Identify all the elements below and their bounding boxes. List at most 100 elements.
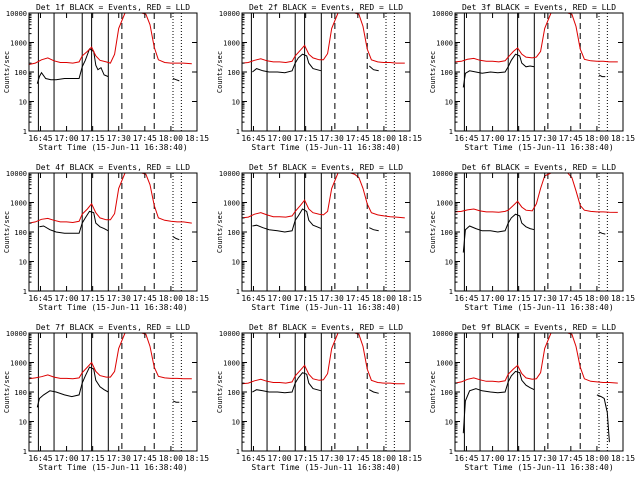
x-tick-label: 16:45 xyxy=(241,134,265,143)
y-tick-label: 1 xyxy=(449,128,453,136)
y-tick-label: 1 xyxy=(23,128,27,136)
events-series-line xyxy=(172,78,180,82)
x-tick-label: 17:00 xyxy=(268,454,292,463)
x-tick-label: 16:45 xyxy=(28,134,52,143)
y-tick-label: 10000 xyxy=(432,330,453,338)
events-series-line xyxy=(252,53,322,74)
y-tick-label: 1 xyxy=(449,288,453,296)
x-tick-label: 17:00 xyxy=(268,134,292,143)
lld-series-line xyxy=(455,333,618,384)
x-axis-label: Start Time (15-Jun-11 16:38:40) xyxy=(464,463,613,472)
x-tick-label: 17:00 xyxy=(481,294,505,303)
x-tick-label: 18:15 xyxy=(398,134,422,143)
panel-1: Det 1f BLACK = Events, RED = LLD 1 10 100 10… xyxy=(3,3,209,152)
x-tick-label: 18:15 xyxy=(611,454,635,463)
events-series-line xyxy=(252,372,322,394)
x-axis-label: Start Time (15-Jun-11 16:38:40) xyxy=(251,303,400,312)
x-tick-label: 18:00 xyxy=(159,134,183,143)
y-tick-label: 10 xyxy=(232,259,240,267)
y-tick-label: 10000 xyxy=(432,10,453,18)
y-tick-label: 1000 xyxy=(223,360,240,368)
y-axis-label: Counts/sec xyxy=(216,371,224,413)
x-tick-label: 18:00 xyxy=(159,294,183,303)
x-tick-label: 16:45 xyxy=(241,294,265,303)
x-tick-label: 18:15 xyxy=(185,294,209,303)
y-axis-label: Counts/sec xyxy=(216,51,224,93)
y-tick-label: 10000 xyxy=(6,10,27,18)
plot-area xyxy=(242,333,405,451)
x-axis-label: Start Time (15-Jun-11 16:38:40) xyxy=(251,463,400,472)
y-tick-label: 1000 xyxy=(436,200,453,208)
x-tick-label: 17:15 xyxy=(81,454,105,463)
x-tick-label: 16:45 xyxy=(28,454,52,463)
y-tick-label: 100 xyxy=(14,229,27,237)
events-series-line xyxy=(368,65,379,72)
y-tick-label: 1 xyxy=(236,288,240,296)
lld-series-line xyxy=(455,173,618,213)
panel-9: Det 9f BLACK = Events, RED = LLD 1 10 100 10… xyxy=(429,323,635,472)
x-tick-label: 18:00 xyxy=(159,454,183,463)
x-tick-label: 17:00 xyxy=(481,454,505,463)
panel-3: Det 3f BLACK = Events, RED = LLD 1 10 100 10… xyxy=(429,3,635,152)
plot-area xyxy=(455,13,618,131)
y-tick-label: 1000 xyxy=(436,360,453,368)
x-tick-label: 18:00 xyxy=(372,454,396,463)
lld-series-line xyxy=(242,13,405,64)
plot-area xyxy=(29,173,192,291)
y-axis-label: Counts/sec xyxy=(3,371,11,413)
y-tick-label: 10 xyxy=(445,259,453,267)
x-tick-label: 16:45 xyxy=(454,134,478,143)
y-tick-label: 10 xyxy=(19,259,27,267)
y-tick-label: 10 xyxy=(232,99,240,107)
y-tick-label: 100 xyxy=(227,389,240,397)
panel-5: Det 5f BLACK = Events, RED = LLD 1 10 100 10… xyxy=(216,163,422,312)
x-tick-label: 17:00 xyxy=(55,134,79,143)
x-tick-label: 17:15 xyxy=(294,134,318,143)
x-tick-label: 17:30 xyxy=(107,454,131,463)
y-tick-label: 100 xyxy=(440,229,453,237)
y-tick-label: 100 xyxy=(227,69,240,77)
panel-title: Det 1f BLACK = Events, RED = LLD xyxy=(36,3,190,12)
x-tick-label: 17:45 xyxy=(559,134,583,143)
events-series-line xyxy=(462,370,535,434)
panel-8: Det 8f BLACK = Events, RED = LLD 1 10 100 10… xyxy=(216,323,422,472)
lld-series-line xyxy=(242,173,405,219)
panel-title: Det 8f BLACK = Events, RED = LLD xyxy=(249,323,403,332)
events-series-line xyxy=(462,213,535,253)
x-tick-label: 18:00 xyxy=(372,294,396,303)
x-tick-label: 18:15 xyxy=(611,294,635,303)
y-tick-label: 10 xyxy=(445,419,453,427)
y-tick-label: 1 xyxy=(236,128,240,136)
y-tick-label: 100 xyxy=(440,389,453,397)
x-tick-label: 17:15 xyxy=(294,294,318,303)
y-tick-label: 1000 xyxy=(10,360,27,368)
x-axis-label: Start Time (15-Jun-11 16:38:40) xyxy=(464,303,613,312)
y-tick-label: 10000 xyxy=(219,330,240,338)
x-tick-label: 17:30 xyxy=(533,294,557,303)
lld-series-line xyxy=(242,333,405,385)
x-tick-label: 18:00 xyxy=(585,134,609,143)
x-tick-label: 18:15 xyxy=(611,134,635,143)
panel-title: Det 6f BLACK = Events, RED = LLD xyxy=(462,163,616,172)
x-tick-label: 17:15 xyxy=(81,294,105,303)
plot-area xyxy=(29,333,192,451)
events-series-line xyxy=(598,231,606,235)
panel-title: Det 4f BLACK = Events, RED = LLD xyxy=(36,163,190,172)
panel-title: Det 3f BLACK = Events, RED = LLD xyxy=(462,3,616,12)
x-tick-label: 17:45 xyxy=(559,294,583,303)
events-series-line xyxy=(598,74,606,78)
panel-2: Det 2f BLACK = Events, RED = LLD 1 10 100 10… xyxy=(216,3,422,152)
y-tick-label: 10 xyxy=(445,99,453,107)
y-tick-label: 1000 xyxy=(223,200,240,208)
x-tick-label: 16:45 xyxy=(454,454,478,463)
x-tick-label: 18:15 xyxy=(398,454,422,463)
plot-area xyxy=(455,333,618,451)
y-axis-label: Counts/sec xyxy=(3,51,11,93)
y-axis-label: Counts/sec xyxy=(429,51,437,93)
x-tick-label: 17:00 xyxy=(55,294,79,303)
x-tick-label: 17:15 xyxy=(81,134,105,143)
y-axis-label: Counts/sec xyxy=(429,371,437,413)
plot-area xyxy=(242,13,405,131)
x-tick-label: 17:45 xyxy=(133,294,157,303)
